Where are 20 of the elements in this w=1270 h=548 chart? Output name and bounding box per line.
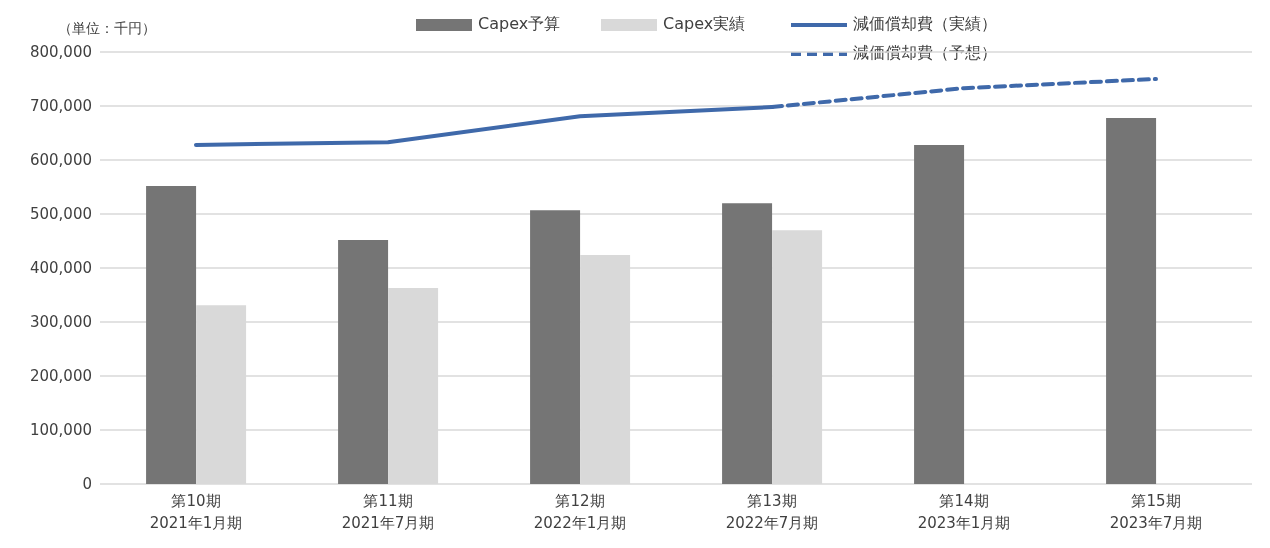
x-tick-label: 第11期 2021年7月期 bbox=[341, 492, 435, 532]
legend-label: 減価償却費（実績） bbox=[853, 14, 997, 35]
y-tick-label: 700,000 bbox=[29, 97, 92, 116]
y-tick-label: 600,000 bbox=[29, 151, 92, 170]
legend-label: 減価償却費（予想） bbox=[853, 43, 997, 64]
text: （単位：千円） bbox=[58, 20, 156, 38]
y-tick-label: 500,000 bbox=[29, 205, 92, 224]
y-tick-label: 200,000 bbox=[29, 367, 92, 386]
y-tick-label: 0 bbox=[82, 475, 92, 494]
x-tick-label: 第13期 2022年7月期 bbox=[725, 492, 819, 532]
legend-label: Capex実績 bbox=[663, 14, 746, 35]
y-tick-label: 100,000 bbox=[29, 421, 92, 440]
x-tick-label: 第10期 2021年1月期 bbox=[149, 492, 243, 532]
x-tick-label: 第12期 2022年1月期 bbox=[533, 492, 627, 532]
y-tick-label: 400,000 bbox=[29, 259, 92, 278]
x-tick-label: 第14期 2023年1月期 bbox=[917, 492, 1011, 532]
y-tick-label: 800,000 bbox=[29, 43, 92, 62]
legend-label: Capex予算 bbox=[478, 14, 561, 35]
x-tick-label: 第15期 2023年7月期 bbox=[1109, 492, 1203, 532]
y-tick-label: 300,000 bbox=[29, 313, 92, 332]
